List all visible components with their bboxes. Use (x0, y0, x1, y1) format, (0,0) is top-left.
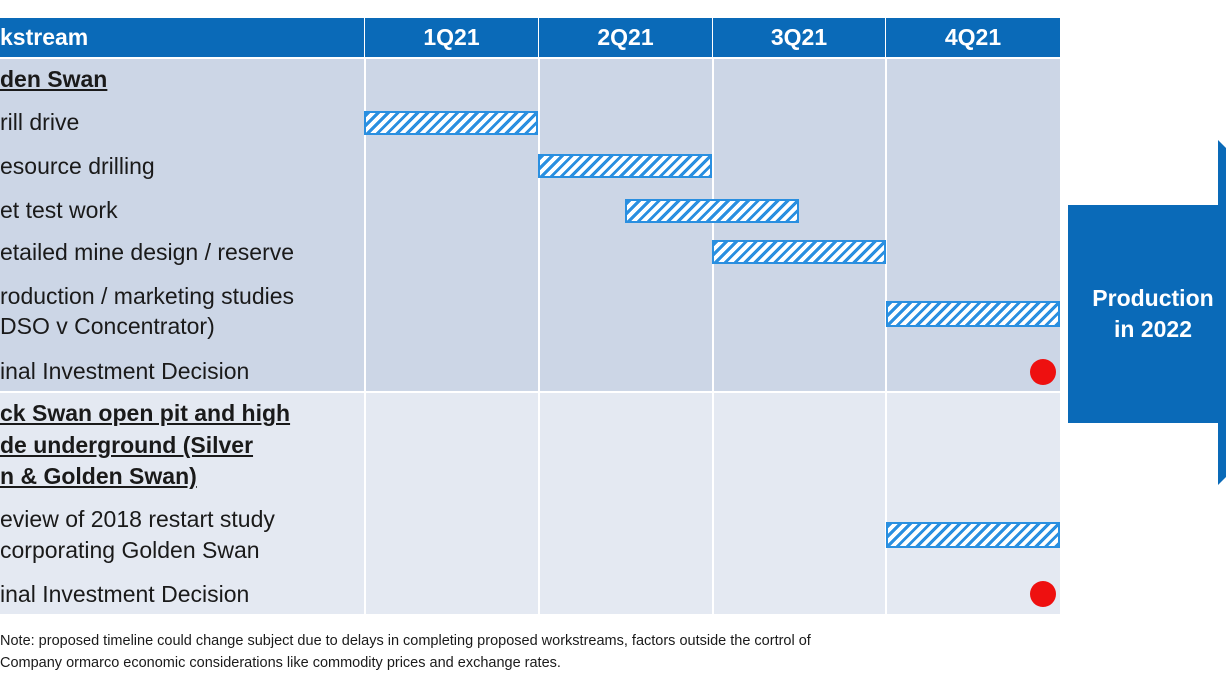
grid-line (364, 59, 366, 614)
header-workstream: kstream (0, 18, 364, 57)
arrow-line-2: in 2022 (1114, 316, 1192, 342)
gantt-bar (364, 111, 538, 135)
task-label: esource drilling (0, 153, 155, 179)
footnote-line-2: Company ormarco economic considerations … (0, 655, 561, 671)
section-band-black-swan (0, 393, 1060, 614)
gantt-bar (712, 240, 886, 264)
arrow-line-1: Production (1092, 285, 1214, 311)
gantt-bar (538, 154, 712, 178)
section-title: ck Swan open pit and high (0, 400, 291, 426)
gantt-bar (625, 199, 799, 223)
gantt-bar (886, 522, 1060, 548)
header-quarter-3: 3Q21 (713, 18, 885, 57)
task-label: DSO v Concentrator) (0, 313, 215, 339)
grid-line (885, 59, 887, 614)
arrow-shape (1068, 140, 1226, 485)
footnote-line-1: Note: proposed timeline could change sub… (0, 633, 811, 649)
task-label: rill drive (0, 109, 80, 135)
arrow-label: Production in 2022 (1068, 283, 1226, 345)
header-quarter-4: 4Q21 (886, 18, 1060, 57)
header-quarter-1: 1Q21 (365, 18, 538, 57)
task-label: inal Investment Decision (0, 358, 250, 384)
gantt-bar (886, 301, 1060, 327)
task-label: roduction / marketing studies (0, 283, 295, 309)
milestone-dot (1029, 581, 1056, 607)
section-title: den Swan (0, 66, 108, 92)
production-arrow (1068, 140, 1226, 485)
section-title: n & Golden Swan) (0, 463, 197, 489)
header-quarter-2: 2Q21 (539, 18, 712, 57)
milestone-dot (1029, 359, 1056, 385)
grid-line (538, 59, 540, 614)
task-label: eview of 2018 restart study (0, 506, 275, 532)
task-label: et test work (0, 197, 118, 223)
task-label: etailed mine design / reserve (0, 239, 295, 265)
section-title: de underground (Silver (0, 432, 254, 458)
grid-line (712, 59, 714, 614)
footnote: Note: proposed timeline could change sub… (0, 630, 811, 674)
task-label: inal Investment Decision (0, 581, 250, 607)
task-label: corporating Golden Swan (0, 537, 260, 563)
